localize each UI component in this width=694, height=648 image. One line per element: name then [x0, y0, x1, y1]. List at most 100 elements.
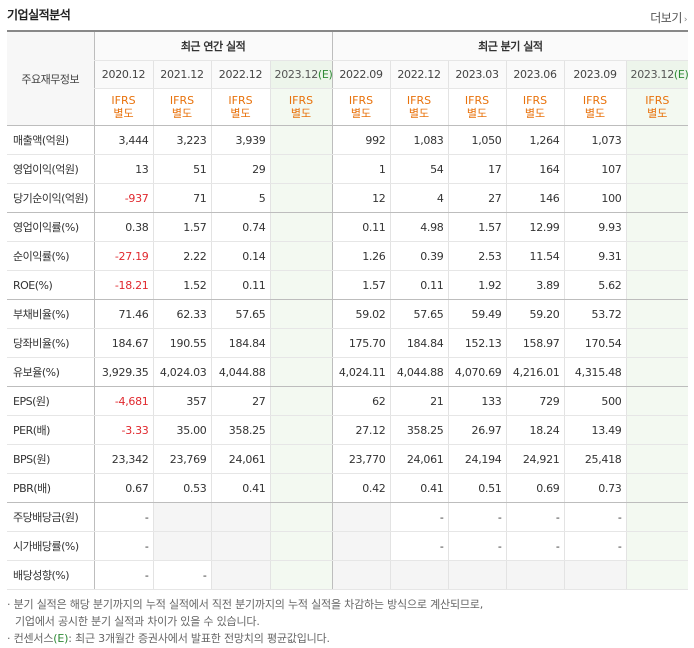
table-cell: 12.99 — [505, 212, 565, 242]
table-cell — [563, 560, 627, 590]
table-cell — [269, 531, 333, 561]
table-cell: 51 — [152, 154, 211, 184]
table-cell: 21 — [389, 386, 449, 416]
table-cell — [269, 212, 333, 242]
row-label: 배당성향(%) — [7, 560, 94, 590]
table-cell — [625, 415, 689, 445]
table-cell: 0.14 — [210, 241, 270, 271]
row-label: 당기순이익(억원) — [7, 183, 94, 213]
estimate-tag: (E) — [673, 68, 689, 81]
table-cell: 190.55 — [152, 328, 211, 358]
table-cell — [625, 357, 689, 387]
table-cell — [210, 502, 270, 532]
table-body: 매출액(억원) 3,444 3,223 3,939 992 1,083 1,050 1,264… — [7, 125, 689, 590]
table-cell: 24,061 — [210, 444, 270, 474]
ifrs-line2: 별도 — [230, 107, 251, 120]
table-cell: 0.38 — [93, 212, 153, 242]
table-cell — [625, 531, 689, 561]
more-link[interactable]: 더보기 › — [650, 9, 687, 26]
table-cell — [625, 154, 689, 184]
ifrs-line2: 별도 — [408, 107, 430, 120]
table-cell: 184.84 — [210, 328, 270, 358]
period-header: 2020.12 — [93, 60, 153, 89]
ifrs-label: IFRS 별도 — [389, 88, 449, 126]
table-cell: 4,024.11 — [331, 357, 391, 387]
table-row: 순이익률(%) -27.19 2.22 0.14 1.26 0.39 2.53 11.54 9.… — [7, 241, 689, 271]
table-cell — [625, 502, 689, 532]
table-cell: 4,070.69 — [447, 357, 507, 387]
footnotes: · 분기 실적은 해당 분기까지의 누적 실적에서 직전 분기까지의 누적 실적… — [7, 596, 483, 647]
table-cell: 1.57 — [152, 212, 211, 242]
ifrs-line2: 별도 — [350, 107, 372, 120]
table-row: 주당배당금(원) - - - - - — [7, 502, 689, 532]
ifrs-label: IFRS 별도 — [210, 88, 270, 126]
table-cell: 358.25 — [389, 415, 449, 445]
period-header: 2023.06 — [505, 60, 565, 89]
table-cell: 184.67 — [93, 328, 153, 358]
table-cell: 59.20 — [505, 299, 565, 329]
table-cell — [625, 560, 689, 590]
table-cell: 992 — [331, 125, 391, 155]
table-cell: 23,770 — [331, 444, 391, 474]
table-cell: 17 — [447, 154, 507, 184]
period-header: 2023.09 — [563, 60, 627, 89]
table-cell: 3,939 — [210, 125, 270, 155]
table-cell: 4,216.01 — [505, 357, 565, 387]
table-cell: 0.74 — [210, 212, 270, 242]
footnote-prefix: · 컨센서스 — [7, 632, 54, 645]
table-cell — [625, 386, 689, 416]
table-cell — [625, 444, 689, 474]
row-label: 시가배당률(%) — [7, 531, 94, 561]
table-cell: 158.97 — [505, 328, 565, 358]
table-cell — [269, 444, 333, 474]
table-cell: 1.57 — [331, 270, 391, 300]
row-label: EPS(원) — [7, 386, 94, 416]
ifrs-line2: 별도 — [466, 107, 488, 120]
table-cell — [331, 560, 391, 590]
period-header: 2022.12 — [210, 60, 270, 89]
table-cell: -27.19 — [93, 241, 153, 271]
table-cell: 71 — [152, 183, 211, 213]
table-cell: 152.13 — [447, 328, 507, 358]
table-cell — [269, 241, 333, 271]
table-cell: 4,044.88 — [210, 357, 270, 387]
table-cell: 1.52 — [152, 270, 211, 300]
table-cell: 0.51 — [447, 473, 507, 503]
table-cell: 35.00 — [152, 415, 211, 445]
table-cell: 59.02 — [331, 299, 391, 329]
table-cell: 1 — [331, 154, 391, 184]
table-row: 배당성향(%) - - — [7, 560, 689, 590]
table-cell: 5.62 — [563, 270, 627, 300]
row-label: 부채비율(%) — [7, 299, 94, 329]
table-cell: 1,050 — [447, 125, 507, 155]
table-cell: 9.93 — [563, 212, 627, 242]
table-cell — [625, 241, 689, 271]
footnote-line: 기업에서 공시한 분기 실적과 차이가 있을 수 있습니다. — [15, 615, 260, 628]
table-cell — [447, 560, 507, 590]
table-cell: 23,342 — [93, 444, 153, 474]
table-cell — [625, 299, 689, 329]
table-cell: - — [505, 531, 565, 561]
table-cell — [625, 212, 689, 242]
table-cell: 1.57 — [447, 212, 507, 242]
table-cell: 0.69 — [505, 473, 565, 503]
table-row: 시가배당률(%) - - - - - — [7, 531, 689, 561]
table-cell: - — [93, 560, 153, 590]
table-cell: 18.24 — [505, 415, 565, 445]
table-cell: 11.54 — [505, 241, 565, 271]
table-cell: 27 — [447, 183, 507, 213]
row-label: 주당배당금(원) — [7, 502, 94, 532]
table-row: ROE(%) -18.21 1.52 0.11 1.57 0.11 1.92 3.89 5.62 — [7, 270, 689, 300]
more-link-label[interactable]: 더보기 — [650, 11, 682, 25]
ifrs-line2: 별도 — [171, 107, 193, 120]
period-header-estimate: 2023.12(E) — [269, 60, 333, 89]
table-cell: 13.49 — [563, 415, 627, 445]
table-row: 부채비율(%) 71.46 62.33 57.65 59.02 57.65 59.49 59.… — [7, 299, 689, 329]
quarterly-group-header: 최근 분기 실적 — [331, 31, 689, 61]
period-header: 2022.12 — [389, 60, 449, 89]
row-label: 유보율(%) — [7, 357, 94, 387]
table-cell: 170.54 — [563, 328, 627, 358]
ifrs-line2: 별도 — [290, 107, 312, 120]
table-row: 매출액(억원) 3,444 3,223 3,939 992 1,083 1,050 1,264… — [7, 125, 689, 155]
table-cell: 0.53 — [152, 473, 211, 503]
